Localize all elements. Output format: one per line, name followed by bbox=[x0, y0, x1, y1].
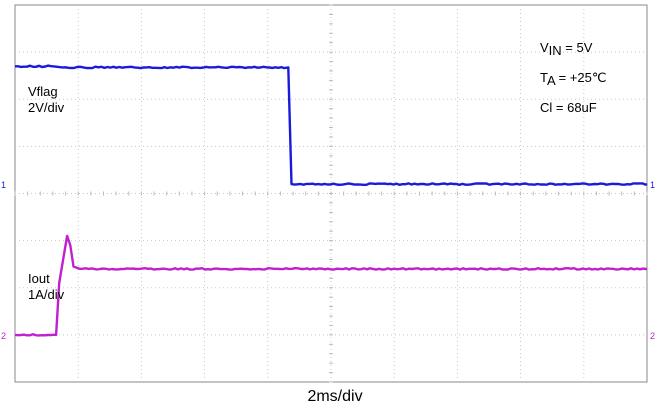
channel-marker-left: 1 bbox=[1, 180, 6, 190]
ch1-scale: 2V/div bbox=[28, 100, 64, 116]
ch2-label: Iout 1A/div bbox=[28, 271, 64, 303]
ta-annotation: TA = +25℃ bbox=[540, 70, 606, 86]
x-axis-label: 2ms/div bbox=[0, 388, 670, 406]
cl-annotation: Cl = 68uF bbox=[540, 100, 597, 115]
ch1-name: Vflag bbox=[28, 84, 64, 100]
vin-annotation: VIN = 5V bbox=[540, 40, 592, 55]
ch2-scale: 1A/div bbox=[28, 287, 64, 303]
channel-marker-right: 1 bbox=[650, 180, 655, 190]
ch1-label: Vflag 2V/div bbox=[28, 84, 64, 116]
ch2-name: Iout bbox=[28, 271, 64, 287]
channel-marker-left: 2 bbox=[1, 331, 6, 341]
channel-marker-right: 2 bbox=[650, 331, 655, 341]
